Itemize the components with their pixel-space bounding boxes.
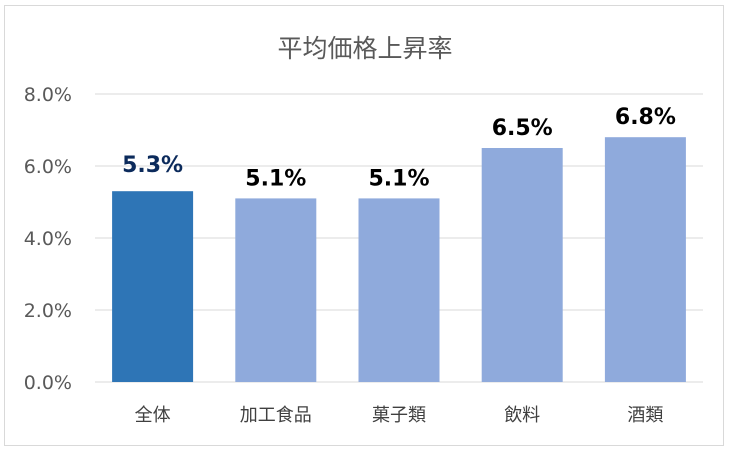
data-label: 6.5% bbox=[492, 116, 553, 141]
category-label: 菓子類 bbox=[372, 405, 426, 426]
x-axis-categories: 全体 加工食品 菓子類 飲料 酒類 bbox=[135, 405, 664, 426]
y-tick-label: 8.0% bbox=[24, 84, 72, 106]
y-tick-label: 4.0% bbox=[24, 228, 72, 250]
bar bbox=[604, 137, 686, 382]
data-label: 5.3% bbox=[122, 153, 183, 178]
bar bbox=[235, 198, 317, 382]
y-axis-ticks: 0.0% 2.0% 4.0% 6.0% 8.0% bbox=[24, 84, 72, 394]
data-label: 5.1% bbox=[368, 166, 429, 191]
category-label: 酒類 bbox=[627, 405, 663, 426]
data-label: 6.8% bbox=[615, 105, 676, 130]
data-label: 5.1% bbox=[245, 166, 306, 191]
bar bbox=[358, 198, 440, 382]
bar bbox=[481, 148, 563, 382]
category-label: 加工食品 bbox=[240, 405, 312, 426]
chart-title: 平均価格上昇率 bbox=[277, 34, 452, 63]
bars bbox=[112, 137, 686, 382]
y-tick-label: 6.0% bbox=[24, 156, 72, 178]
y-tick-label: 2.0% bbox=[24, 300, 72, 322]
y-tick-label: 0.0% bbox=[24, 372, 72, 394]
bar bbox=[112, 191, 194, 382]
category-label: 飲料 bbox=[504, 405, 540, 426]
category-label: 全体 bbox=[135, 405, 171, 426]
data-labels: 5.3% 5.1% 5.1% 6.5% 6.8% bbox=[122, 105, 676, 191]
